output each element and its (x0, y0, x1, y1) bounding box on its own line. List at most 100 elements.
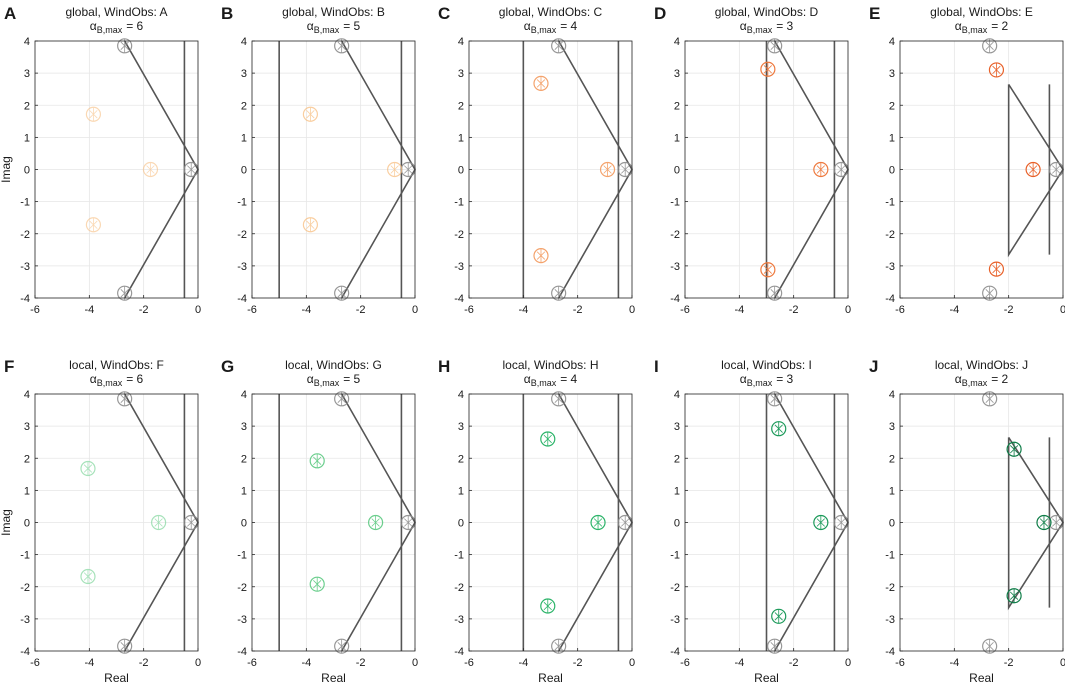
closed-loop-pole (1036, 514, 1052, 531)
x-tick-label: -6 (247, 657, 257, 669)
y-tick-label: 1 (889, 485, 895, 497)
alpha-value: = 4 (560, 372, 577, 386)
alpha-value: = 2 (991, 19, 1008, 33)
panel-letter: J (869, 357, 878, 376)
y-tick-label: 3 (24, 421, 30, 433)
closed-loop-pole (988, 62, 1005, 78)
y-tick-label: 3 (24, 68, 30, 80)
panel-title: global, WindObs: B (282, 5, 385, 19)
panel-title: local, WindObs: H (502, 358, 598, 372)
x-axis-label: Real (538, 671, 563, 685)
x-tick-label: -2 (139, 657, 149, 669)
y-tick-label: -3 (237, 614, 247, 626)
y-tick-label: 0 (241, 518, 247, 530)
panel-letter: I (654, 357, 659, 376)
y-tick-label: 4 (674, 36, 680, 48)
y-tick-label: -2 (885, 582, 895, 594)
y-tick-label: 1 (458, 485, 464, 497)
alpha-value: = 5 (343, 372, 360, 386)
alpha-value: = 2 (991, 372, 1008, 386)
alpha-subscript: B,max (314, 378, 340, 388)
x-tick-label: -4 (949, 304, 959, 316)
y-tick-label: -4 (20, 293, 30, 305)
y-tick-label: 1 (674, 132, 680, 144)
y-tick-label: 0 (674, 165, 680, 177)
open-loop-pole (551, 391, 567, 407)
panel-title: global, WindObs: A (65, 5, 167, 19)
alpha-symbol: α (740, 372, 747, 386)
y-tick-label: 4 (24, 389, 30, 401)
closed-loop-pole (771, 421, 787, 437)
alpha-label: αB,max = 3 (740, 372, 794, 388)
y-tick-label: -3 (885, 261, 895, 273)
closed-loop-pole (387, 161, 403, 178)
y-tick-label: 3 (674, 421, 680, 433)
y-tick-label: -2 (670, 582, 680, 594)
y-tick-label: -4 (670, 293, 680, 305)
y-tick-label: -4 (454, 646, 464, 658)
closed-loop-pole (760, 61, 776, 77)
y-tick-label: 2 (889, 100, 895, 112)
x-tick-label: 0 (1060, 304, 1065, 316)
panel-title: global, WindObs: C (499, 5, 603, 19)
alpha-value: = 3 (776, 372, 793, 386)
alpha-symbol: α (307, 372, 314, 386)
panel-letter: G (221, 357, 234, 376)
y-tick-label: 1 (458, 132, 464, 144)
alpha-subscript: B,max (962, 378, 988, 388)
closed-loop-pole (813, 514, 829, 531)
open-loop-pole (334, 391, 350, 407)
y-tick-label: -1 (20, 197, 30, 209)
y-tick-label: 1 (24, 132, 30, 144)
panel-title: global, WindObs: E (930, 5, 1033, 19)
y-tick-label: 1 (24, 485, 30, 497)
x-tick-label: -2 (1004, 304, 1014, 316)
alpha-label: αB,max = 4 (524, 19, 578, 35)
x-tick-label: 0 (412, 657, 418, 669)
closed-loop-pole (540, 598, 556, 614)
y-tick-label: 3 (889, 421, 895, 433)
alpha-label: αB,max = 4 (524, 372, 578, 388)
y-tick-label: -2 (670, 229, 680, 241)
alpha-subscript: B,max (531, 378, 557, 388)
y-tick-label: -3 (237, 261, 247, 273)
y-tick-label: -2 (237, 582, 247, 594)
y-tick-label: -3 (670, 614, 680, 626)
x-tick-label: -6 (680, 657, 690, 669)
alpha-symbol: α (740, 19, 747, 33)
stability-triangle-line (1007, 436, 1064, 611)
alpha-symbol: α (524, 19, 531, 33)
y-tick-label: -3 (670, 261, 680, 273)
y-tick-label: -2 (237, 229, 247, 241)
y-tick-label: 3 (241, 421, 247, 433)
open-loop-pole (117, 285, 133, 301)
y-tick-label: -1 (670, 550, 680, 562)
x-tick-label: -4 (84, 657, 94, 669)
alpha-label: αB,max = 5 (307, 372, 361, 388)
open-loop-pole (400, 514, 416, 531)
x-tick-label: 0 (845, 304, 851, 316)
x-axis-label: Real (104, 671, 129, 685)
closed-loop-pole (80, 568, 96, 585)
y-tick-label: -1 (885, 197, 895, 209)
x-tick-label: 0 (412, 304, 418, 316)
y-tick-label: 2 (889, 453, 895, 465)
x-tick-label: -2 (573, 304, 583, 316)
alpha-subscript: B,max (747, 378, 773, 388)
y-tick-label: 1 (241, 132, 247, 144)
x-tick-label: 0 (629, 657, 635, 669)
y-tick-label: -1 (670, 197, 680, 209)
alpha-label: αB,max = 5 (307, 19, 361, 35)
alpha-label: αB,max = 6 (90, 19, 144, 35)
y-tick-label: 3 (674, 68, 680, 80)
closed-loop-pole (1006, 441, 1022, 457)
y-tick-label: 4 (889, 36, 895, 48)
y-tick-label: 0 (24, 518, 30, 530)
closed-loop-pole (1025, 161, 1041, 178)
x-tick-label: -4 (84, 304, 94, 316)
x-tick-label: -6 (464, 657, 474, 669)
x-axis-label: Real (321, 671, 346, 685)
y-tick-label: -4 (237, 293, 247, 305)
